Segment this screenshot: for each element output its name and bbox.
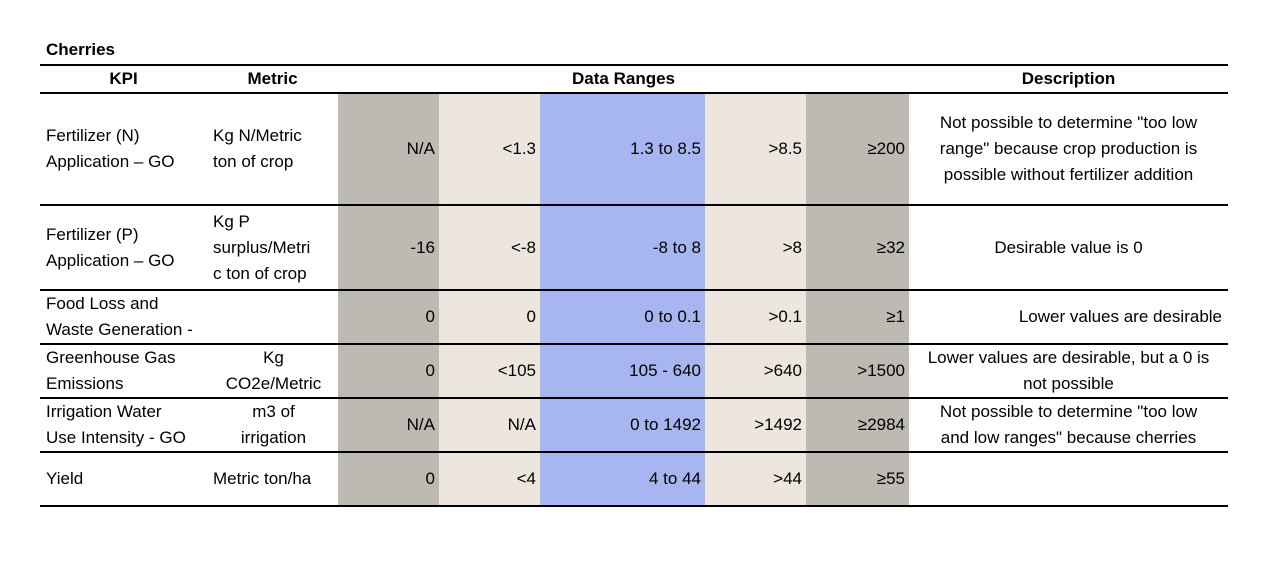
range-too-low-cell: 0 xyxy=(338,290,439,344)
description-cell: Lower values are desirable, but a 0 is no… xyxy=(909,344,1228,398)
metric-cell: Kg N/Metric ton of crop xyxy=(207,93,338,205)
header-row: KPI Metric Data Ranges Description xyxy=(40,65,1229,93)
header-data-ranges: Data Ranges xyxy=(572,69,675,88)
range-high-cell: >8 xyxy=(705,205,806,290)
range-target-cell: 4 to 44 xyxy=(540,452,705,506)
header-kpi: KPI xyxy=(109,69,138,88)
range-low-cell: <105 xyxy=(439,344,540,398)
description-cell xyxy=(909,452,1228,506)
kpi-line: Greenhouse Gas xyxy=(46,348,176,367)
description-cell: Not possible to determine "too low range"… xyxy=(909,93,1228,205)
kpi-line: Yield xyxy=(46,469,84,488)
metric-cell: m3 of irrigation xyxy=(207,398,338,452)
kpi-line: Fertilizer (N) xyxy=(46,126,140,145)
range-target-cell: -8 to 8 xyxy=(540,205,705,290)
range-too-high-cell: ≥32 xyxy=(806,205,910,290)
range-low-cell: <-8 xyxy=(439,205,540,290)
range-target-cell: 0 to 0.1 xyxy=(540,290,705,344)
kpi-line: Use Intensity - GO xyxy=(46,428,186,447)
kpi-line: Application – GO xyxy=(46,152,175,171)
table-title: Cherries xyxy=(46,40,115,59)
range-high-cell: >8.5 xyxy=(705,93,806,205)
metric-line: c ton of crop xyxy=(213,263,307,283)
range-low-cell: 0 xyxy=(439,290,540,344)
range-too-high-cell: ≥2984 xyxy=(806,398,910,452)
metric-line: Metric ton/ha xyxy=(213,469,312,488)
kpi-table: KPI Metric Data Ranges Description Ferti… xyxy=(40,64,1229,507)
metric-cell: Kg P surplus/Metri c ton of crop xyxy=(207,205,338,290)
kpi-line: Application – GO xyxy=(46,250,175,270)
description-cell: Desirable value is 0 xyxy=(909,205,1228,290)
metric-line: Kg P xyxy=(213,211,250,231)
kpi-cell: Yield xyxy=(40,452,207,506)
kpi-line: Fertilizer (P) xyxy=(46,224,139,244)
description-line: Desirable value is 0 xyxy=(994,237,1143,257)
range-high-cell: >1492 xyxy=(705,398,806,452)
description-line: and low ranges" because cherries xyxy=(940,428,1197,447)
range-target-cell: 0 to 1492 xyxy=(540,398,705,452)
range-low-cell: <1.3 xyxy=(439,93,540,205)
kpi-line: Emissions xyxy=(46,374,124,393)
description-line: Not possible to determine "too low xyxy=(939,113,1198,132)
range-high-cell: >0.1 xyxy=(705,290,806,344)
table-row: Irrigation Water Use Intensity - GO m3 of i… xyxy=(40,398,1229,452)
description-line: not possible xyxy=(1023,374,1114,393)
kpi-cell: Irrigation Water Use Intensity - GO xyxy=(40,398,207,452)
range-high-cell: >640 xyxy=(705,344,806,398)
description-cell: Lower values are desirable xyxy=(909,290,1228,344)
metric-line: surplus/Metri xyxy=(213,237,311,257)
description-cell: Not possible to determine "too low and lo… xyxy=(909,398,1228,452)
range-low-cell: <4 xyxy=(439,452,540,506)
description-line: range" because crop production is xyxy=(939,139,1198,158)
range-too-low-cell: -16 xyxy=(338,205,439,290)
metric-line: irrigation xyxy=(240,428,307,447)
kpi-line: Irrigation Water xyxy=(46,402,162,421)
header-metric: Metric xyxy=(247,69,298,88)
kpi-cell: Food Loss and Waste Generation - xyxy=(40,290,207,344)
range-too-low-cell: 0 xyxy=(338,344,439,398)
description-line: possible without fertilizer addition xyxy=(943,165,1194,184)
range-too-high-cell: ≥55 xyxy=(806,452,910,506)
metric-cell: Kg CO2e/Metric xyxy=(207,344,338,398)
range-too-low-cell: N/A xyxy=(338,93,439,205)
range-too-low-cell: 0 xyxy=(338,452,439,506)
description-line: Not possible to determine "too low xyxy=(939,402,1198,421)
kpi-line: Food Loss and xyxy=(46,294,159,313)
kpi-cell: Greenhouse Gas Emissions xyxy=(40,344,207,398)
range-target-cell: 1.3 to 8.5 xyxy=(540,93,705,205)
range-too-high-cell: ≥200 xyxy=(806,93,910,205)
range-high-cell: >44 xyxy=(705,452,806,506)
table-row: Fertilizer (N) Application – GO Kg N/Metri… xyxy=(40,93,1229,205)
metric-line: CO2e/Metric xyxy=(225,374,322,393)
description-line: Lower values are desirable xyxy=(1018,307,1223,326)
metric-cell: Metric ton/ha xyxy=(207,452,338,506)
kpi-cell: Fertilizer (N) Application – GO xyxy=(40,93,207,205)
description-line: Lower values are desirable, but a 0 is xyxy=(927,348,1210,367)
range-too-high-cell: ≥1 xyxy=(806,290,910,344)
range-too-high-cell: >1500 xyxy=(806,344,910,398)
metric-line: Kg xyxy=(263,348,284,367)
header-description: Description xyxy=(1021,69,1116,88)
kpi-cell: Fertilizer (P) Application – GO xyxy=(40,205,207,290)
range-too-low-cell: N/A xyxy=(338,398,439,452)
table-row: Yield Metric ton/ha 0 <4 4 to 44 >44 ≥55 xyxy=(40,452,1229,506)
metric-line: ton of crop xyxy=(213,152,294,171)
kpi-line: Waste Generation - xyxy=(46,320,193,339)
metric-line: m3 of xyxy=(252,402,295,421)
range-low-cell: N/A xyxy=(439,398,540,452)
table-row: Fertilizer (P) Application – GO Kg P surplu… xyxy=(40,205,1229,290)
range-target-cell: 105 - 640 xyxy=(540,344,705,398)
table-row: Greenhouse Gas Emissions Kg CO2e/Metric 0 <10… xyxy=(40,344,1229,398)
metric-line: Kg N/Metric xyxy=(213,126,302,145)
metric-cell xyxy=(207,290,338,344)
